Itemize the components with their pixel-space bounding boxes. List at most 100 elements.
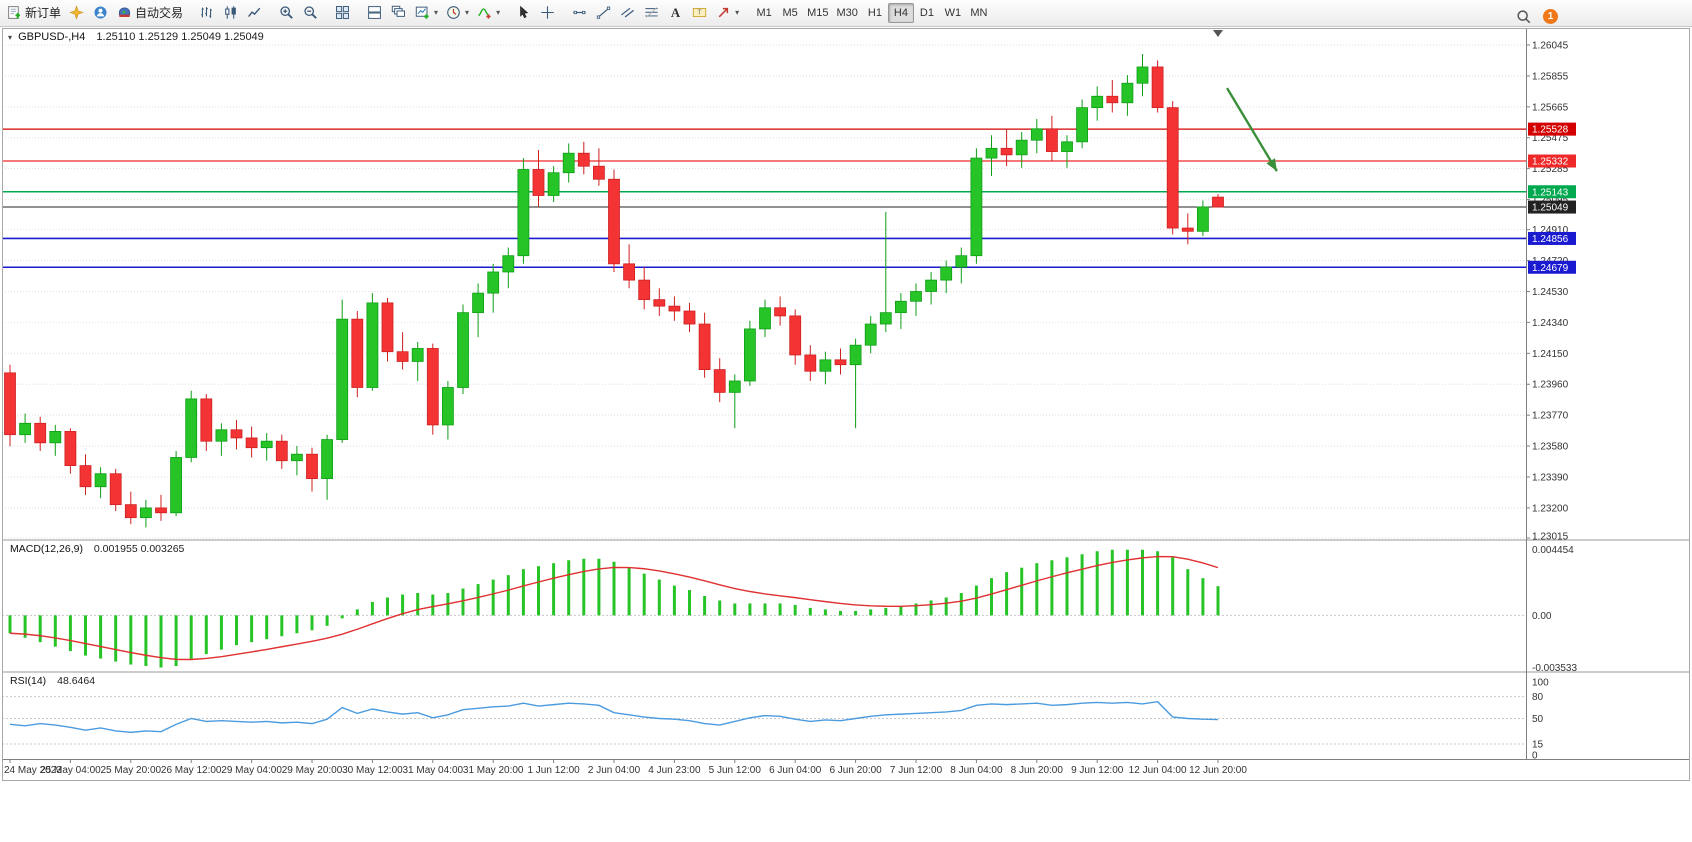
timeframe-m15-button[interactable]: M15 — [803, 3, 832, 23]
community-button[interactable] — [89, 1, 113, 23]
bull-candle — [260, 440, 273, 449]
trendline-button[interactable] — [592, 1, 616, 23]
price-axis-label[interactable]: 1.24910 — [1532, 225, 1569, 236]
zoom-in-button[interactable] — [275, 1, 299, 23]
time-axis-label[interactable]: 25 May 20:00 — [100, 765, 161, 776]
bear-candle — [64, 431, 77, 466]
timeframe-h1-button[interactable]: H1 — [862, 3, 888, 23]
timeframe-m1-button[interactable]: M1 — [751, 3, 777, 23]
time-axis-label[interactable]: 8 Jun 20:00 — [1011, 765, 1064, 776]
time-axis-label[interactable]: 26 May 12:00 — [161, 765, 222, 776]
zoom-out-button[interactable] — [299, 1, 323, 23]
bear-candle — [789, 315, 802, 356]
timeframe-m30-button[interactable]: M30 — [833, 3, 862, 23]
price-axis-label[interactable]: 1.25855 — [1532, 71, 1569, 82]
tile-windows-button[interactable] — [331, 1, 355, 23]
time-axis-label[interactable]: 24 May 2023 — [4, 765, 62, 776]
wizard-icon — [69, 5, 84, 20]
time-axis-label[interactable]: 31 May 20:00 — [463, 765, 524, 776]
svg-text:A: A — [671, 6, 681, 20]
new-chart-button[interactable]: ▾ — [411, 1, 442, 23]
bull-candle — [547, 172, 560, 196]
chart-window-border — [2, 28, 1690, 781]
line-chart-button[interactable] — [243, 1, 267, 23]
arrange-windows-button[interactable] — [363, 1, 387, 23]
text-button[interactable]: A — [664, 1, 688, 23]
bear-candle — [245, 437, 258, 449]
mql5-wizard-button[interactable] — [65, 1, 89, 23]
chevron-down-icon: ▾ — [496, 7, 501, 17]
price-axis-label[interactable]: 1.23960 — [1532, 380, 1569, 391]
time-axis-label[interactable]: 12 Jun 20:00 — [1189, 765, 1247, 776]
time-axis-label[interactable]: 8 Jun 04:00 — [950, 765, 1003, 776]
horizontal-line-button[interactable] — [568, 1, 592, 23]
candlestick-chart-button[interactable] — [219, 1, 243, 23]
trend-arrow[interactable] — [1226, 87, 1278, 172]
timeframe-h4-button[interactable]: H4 — [887, 3, 914, 23]
chart-menu-icon[interactable]: ▾ — [8, 33, 13, 42]
price-axis-label[interactable]: 1.23200 — [1532, 503, 1569, 514]
price-axis-label[interactable]: 1.23390 — [1532, 472, 1569, 483]
cascade-windows-button[interactable] — [387, 1, 411, 23]
bear-candle — [1000, 147, 1013, 156]
timeframe-toolbar: M1 M5 M15 M30 H1 H4 D1 W1 MN — [751, 3, 992, 23]
chevron-down-icon: ▾ — [465, 7, 470, 17]
arrows-button[interactable]: ▾ — [712, 1, 743, 23]
time-axis-label[interactable]: 9 Jun 12:00 — [1071, 765, 1124, 776]
indicators-button[interactable]: ▾ — [473, 1, 504, 23]
price-axis-label[interactable]: 1.23770 — [1532, 411, 1569, 422]
price-axis-label[interactable]: 1.23015 — [1532, 532, 1569, 543]
search-button[interactable] — [1512, 5, 1536, 27]
time-axis-label[interactable]: 4 Jun 23:00 — [648, 765, 701, 776]
time-axis-label[interactable]: 31 May 04:00 — [402, 765, 463, 776]
svg-text:T: T — [697, 9, 702, 16]
notification-badge[interactable]: 1 — [1543, 8, 1558, 24]
bull-candle — [728, 380, 741, 393]
timeframe-m5-button[interactable]: M5 — [777, 3, 803, 23]
price-axis-label[interactable]: 1.23580 — [1532, 442, 1569, 453]
bear-candle — [1151, 66, 1164, 109]
time-axis-label[interactable]: 30 May 12:00 — [342, 765, 403, 776]
time-axis-label[interactable]: 5 Jun 12:00 — [709, 765, 762, 776]
price-axis-label[interactable]: 1.25665 — [1532, 102, 1569, 113]
chevron-down-icon: ▾ — [735, 7, 740, 17]
price-axis-label[interactable]: 1.24530 — [1532, 287, 1569, 298]
chart-plot-area[interactable] — [2, 28, 1690, 781]
time-axis-label[interactable]: 6 Jun 20:00 — [829, 765, 882, 776]
autotrading-button[interactable]: 自动交易 — [113, 1, 187, 23]
text-label-button[interactable]: T — [688, 1, 712, 23]
price-axis-label[interactable]: 1.24150 — [1532, 349, 1569, 360]
time-axis-label[interactable]: 2 Jun 04:00 — [588, 765, 641, 776]
time-axis-label[interactable]: 6 Jun 04:00 — [769, 765, 822, 776]
chart-shift-marker[interactable] — [1213, 30, 1223, 37]
equidistant-channel-button[interactable] — [616, 1, 640, 23]
time-axis-label[interactable]: 25 May 04:00 — [40, 765, 101, 776]
fibonacci-button[interactable] — [640, 1, 664, 23]
price-axis-label[interactable]: 1.25475 — [1532, 133, 1569, 144]
new-chart-icon — [415, 5, 430, 20]
crosshair-button[interactable] — [536, 1, 560, 23]
price-axis-label[interactable]: 1.24340 — [1532, 318, 1569, 329]
timeframe-mn-button[interactable]: MN — [966, 3, 992, 23]
time-axis-label[interactable]: 29 May 04:00 — [221, 765, 282, 776]
bear-candle — [577, 152, 590, 167]
fibonacci-icon — [644, 5, 659, 20]
new-order-button[interactable]: 新订单 — [3, 1, 65, 23]
bar-chart-button[interactable] — [195, 1, 219, 23]
bull-candle — [1197, 206, 1209, 232]
time-axis-label[interactable]: 12 Jun 04:00 — [1129, 765, 1187, 776]
cursor-button[interactable] — [512, 1, 536, 23]
time-axis-label[interactable]: 7 Jun 12:00 — [890, 765, 943, 776]
tile-windows-icon — [335, 5, 350, 20]
timeframe-d1-button[interactable]: D1 — [914, 3, 940, 23]
time-axis-label[interactable]: 1 Jun 12:00 — [527, 765, 580, 776]
bull-candle — [170, 457, 183, 514]
price-axis-label[interactable]: 1.25285 — [1532, 164, 1569, 175]
candlestick-icon — [223, 5, 238, 20]
rsi-values: 48.6464 — [57, 675, 96, 687]
text-icon: A — [668, 5, 683, 20]
timeframe-w1-button[interactable]: W1 — [940, 3, 966, 23]
periods-button[interactable]: ▾ — [442, 1, 473, 23]
price-axis-label[interactable]: 1.26045 — [1532, 41, 1569, 52]
time-axis-label[interactable]: 29 May 20:00 — [282, 765, 343, 776]
